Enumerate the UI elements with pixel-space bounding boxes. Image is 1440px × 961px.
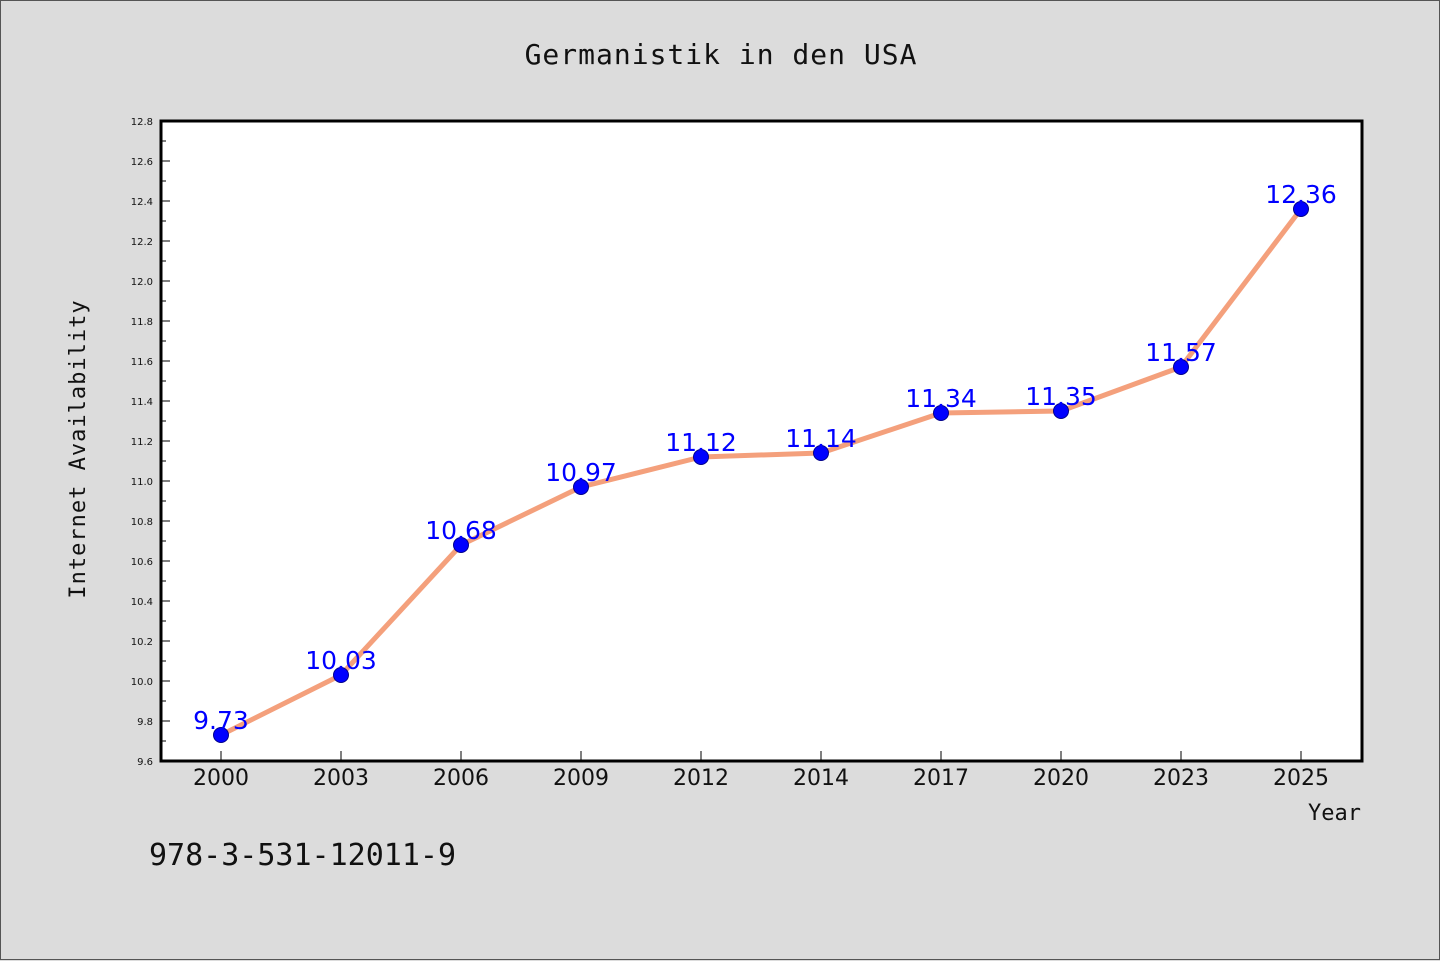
y-tick-label: 10.0 [131,677,153,688]
y-tick-label: 11.8 [131,317,153,328]
x-tick-label: 2006 [433,766,489,791]
series-line [218,206,1304,738]
y-tick-label: 12.4 [131,197,153,208]
y-tick-label: 11.4 [131,397,153,408]
data-label: 10.03 [305,646,377,675]
x-tick-label: 2003 [313,766,369,791]
y-tick-label: 12.6 [131,157,153,168]
x-axis-label: Year [1308,801,1361,826]
x-tick-label: 2020 [1033,766,1089,791]
data-label: 12.36 [1265,180,1337,209]
data-point-marker [693,449,709,465]
data-label: 11.57 [1145,338,1217,367]
data-labels: 9.73 10.03 10.68 10.97 11.12 11.14 11.34 11.35 1… [193,180,1337,735]
data-label: 9.73 [193,706,249,735]
x-tick-label: 2023 [1153,766,1209,791]
data-point-marker [333,667,349,683]
y-tick-label: 9.6 [137,757,153,768]
x-tick-label: 2014 [793,766,849,791]
data-label: 11.34 [905,384,977,413]
x-tick-label: 2009 [553,766,609,791]
data-label: 10.68 [425,516,497,545]
y-axis: 9.6 9.8 10.0 10.2 10.4 10.6 10.8 11.0 11.2 11.4 11… [131,117,170,768]
y-tick-label: 9.8 [137,717,153,728]
y-axis-label: Internet Availability [66,299,91,598]
data-point-marker [453,537,469,553]
data-point-marker [573,479,589,495]
data-point-marker [1173,359,1189,375]
data-label: 11.35 [1025,382,1097,411]
data-label: 10.97 [545,458,617,487]
x-tick-label: 2025 [1273,766,1329,791]
data-point-marker [1053,403,1069,419]
data-point-marker [213,727,229,743]
y-tick-label: 12.0 [131,277,153,288]
x-tick-label: 2000 [193,766,249,791]
y-tick-label: 10.8 [131,517,153,528]
data-point-marker [1293,201,1309,217]
y-tick-label: 10.6 [131,557,153,568]
x-tick-label: 2012 [673,766,729,791]
y-tick-label: 12.8 [131,117,153,128]
y-tick-label: 10.2 [131,637,153,648]
x-axis: 2000 2003 2006 2009 2012 2014 2017 2020 2023 2025 [193,751,1329,791]
series-line-group [213,201,1309,743]
footer-isbn: 978-3-531-12011-9 [149,838,456,873]
data-point-marker [933,405,949,421]
data-point-marker [813,445,829,461]
data-label: 11.12 [665,428,737,457]
y-tick-label: 11.2 [131,437,153,448]
y-tick-label: 12.2 [131,237,153,248]
data-label: 11.14 [785,424,857,453]
chart-title: Germanistik in den USA [525,38,918,71]
y-tick-label: 11.0 [131,477,153,488]
x-tick-label: 2017 [913,766,969,791]
y-tick-label: 11.6 [131,357,153,368]
y-tick-label: 10.4 [131,597,153,608]
